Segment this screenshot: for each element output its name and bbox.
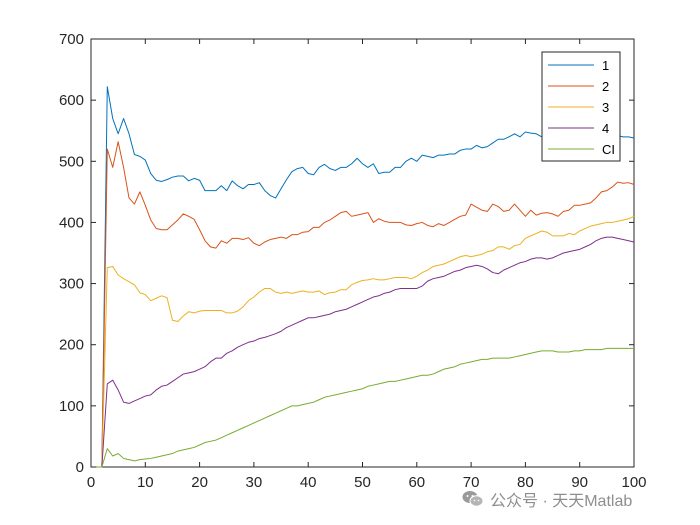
- y-tick-label: 400: [59, 214, 84, 231]
- legend-label-ci: CI: [602, 142, 615, 157]
- x-tick-label: 40: [300, 474, 317, 491]
- y-tick-label: 700: [59, 31, 84, 48]
- x-tick-label: 30: [246, 474, 263, 491]
- x-tick-label: 90: [571, 474, 588, 491]
- axis-ticks: 0 10 20 30 40 50 60 70 80 90 100 0 100 200 300 400 500 60…: [59, 31, 647, 491]
- legend-label-2: 2: [602, 79, 609, 94]
- series-line-3: [96, 215, 635, 468]
- y-tick-label: 300: [59, 276, 84, 293]
- y-tick-label: 600: [59, 92, 84, 109]
- x-tick-label: 0: [87, 474, 95, 491]
- x-tick-label: 100: [621, 474, 646, 491]
- y-tick-label: 200: [59, 337, 84, 354]
- x-tick-label: 20: [191, 474, 208, 491]
- watermark-text: 公众号 · 天天Matlab: [490, 493, 633, 510]
- legend: 1 2 3 4 CI: [541, 51, 621, 162]
- x-tick-label: 50: [354, 474, 371, 491]
- y-tick-label: 500: [59, 153, 84, 170]
- y-tick-label: 100: [59, 398, 84, 415]
- wechat-icon: [462, 491, 484, 507]
- legend-label-4: 4: [602, 121, 609, 136]
- watermark: 公众号 · 天天Matlab: [462, 486, 694, 512]
- x-tick-label: 60: [408, 474, 425, 491]
- x-tick-label: 80: [517, 474, 534, 491]
- legend-label-3: 3: [602, 100, 609, 115]
- x-tick-label: 10: [137, 474, 154, 491]
- series-line-ci: [96, 347, 634, 468]
- y-tick-label: 0: [76, 459, 84, 476]
- series-line-2: [96, 141, 635, 468]
- series-line-4: [96, 236, 635, 468]
- legend-label-1: 1: [602, 58, 609, 73]
- x-tick-label: 70: [463, 474, 480, 491]
